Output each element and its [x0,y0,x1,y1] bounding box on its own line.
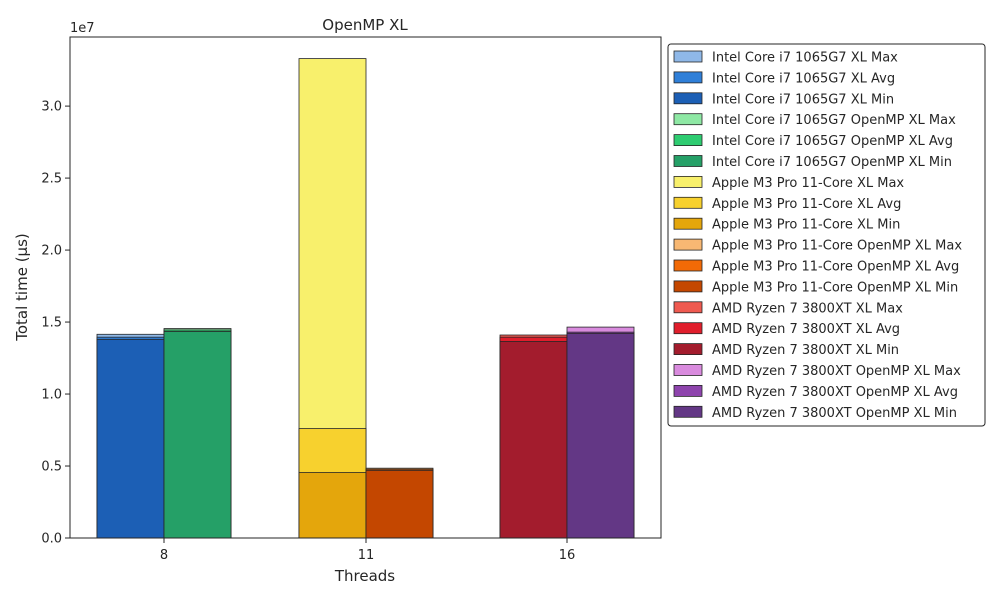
legend-swatch [673,343,703,356]
legend-entry: AMD Ryzen 7 3800XT OpenMP XL Max [673,364,961,379]
legend-label: Intel Core i7 1065G7 XL Avg [712,71,895,86]
legend-label: Intel Core i7 1065G7 XL Max [712,51,898,66]
legend-label: Intel Core i7 1065G7 OpenMP XL Avg [712,134,953,149]
legend-swatch [673,175,703,188]
legend-swatch [673,322,703,335]
x-ticks: 8 11 16 [160,538,575,563]
y-tick-label: 1.0 [41,388,62,403]
legend-entry: AMD Ryzen 7 3800XT XL Max [673,301,903,316]
legend-swatch [673,92,703,105]
legend-entry: Intel Core i7 1065G7 OpenMP XL Max [673,113,956,128]
y-tick-label: 2.5 [41,172,62,187]
y-scale-label: 1e7 [70,21,95,36]
legend-entry: Intel Core i7 1065G7 XL Avg [673,71,895,86]
legend-entry: Apple M3 Pro 11-Core OpenMP XL Avg [673,259,959,275]
legend-entry: Intel Core i7 1065G7 XL Max [673,50,898,66]
legend-swatch [673,113,703,126]
legend-frame [667,43,986,427]
y-axis-title: Total time (µs) [13,233,31,342]
legend-swatch [673,238,703,251]
bar-apple-m3-pro-11-core-xl-min [298,472,367,539]
legend-swatch [673,50,703,63]
legend-entry: AMD Ryzen 7 3800XT OpenMP XL Avg [673,384,958,400]
legend-entry: Intel Core i7 1065G7 OpenMP XL Min [673,155,952,170]
legend-label: Intel Core i7 1065G7 XL Min [712,92,894,107]
legend-swatch [673,280,703,293]
y-tick-label: 1.5 [41,316,62,331]
bar-intel-core-i7-1065g7-openmp-xl-min [163,331,232,539]
x-tick-label: 8 [160,548,168,563]
legend-label: Apple M3 Pro 11-Core XL Min [712,218,900,233]
x-tick-label: 11 [358,548,375,563]
legend-swatch [673,364,703,376]
legend-label: AMD Ryzen 7 3800XT OpenMP XL Avg [712,385,958,400]
legend-swatch [673,259,703,272]
legend-swatch [673,384,703,397]
legend-label: AMD Ryzen 7 3800XT OpenMP XL Max [712,364,961,379]
legend-entry: AMD Ryzen 7 3800XT OpenMP XL Min [673,405,957,421]
legend-entry: Intel Core i7 1065G7 OpenMP XL Avg [673,134,953,149]
legend-label: Intel Core i7 1065G7 OpenMP XL Max [712,113,956,128]
y-ticks: 0.0 0.5 1.0 1.5 2.0 2.5 3.0 [41,100,70,547]
bar-apple-m3-pro-11-core-openmp-xl-min [365,469,434,539]
chart-title: OpenMP XL [322,16,408,34]
legend-label: Apple M3 Pro 11-Core XL Max [712,176,904,191]
legend-entry: Intel Core i7 1065G7 XL Min [673,92,894,107]
bar-intel-core-i7-1065g7-xl-min [96,338,165,539]
legend-entry: Apple M3 Pro 11-Core OpenMP XL Max [673,238,962,254]
legend-label: Apple M3 Pro 11-Core OpenMP XL Avg [712,260,959,275]
legend-swatch [673,71,703,84]
legend-entry: AMD Ryzen 7 3800XT XL Min [673,343,899,358]
legend-label: Apple M3 Pro 11-Core OpenMP XL Min [712,280,958,295]
bar-amd-ryzen-7-3800xt-openmp-xl-min [566,333,635,539]
legend-label: AMD Ryzen 7 3800XT XL Avg [712,322,900,337]
legend-swatch [673,155,703,167]
x-tick-label: 16 [559,548,576,563]
legend: Intel Core i7 1065G7 XL Max Intel Core i7… [667,43,986,427]
y-tick-label: 2.0 [41,244,62,259]
y-tick-label: 0.0 [41,532,62,547]
legend-label: Apple M3 Pro 11-Core OpenMP XL Max [712,239,962,254]
legend-label: Intel Core i7 1065G7 OpenMP XL Min [712,155,952,170]
legend-entry: Apple M3 Pro 11-Core XL Min [673,217,900,233]
legend-label: AMD Ryzen 7 3800XT OpenMP XL Min [712,406,957,421]
legend-label: Apple M3 Pro 11-Core XL Avg [712,197,901,212]
x-axis-title: Threads [334,567,395,585]
legend-swatch [673,405,703,418]
legend-swatch [673,134,703,147]
legend-entry: Apple M3 Pro 11-Core XL Max [673,175,904,191]
y-tick-label: 0.5 [41,460,62,475]
legend-swatch [673,301,703,314]
bars-group [96,58,635,539]
legend-entry: AMD Ryzen 7 3800XT XL Avg [673,322,900,337]
legend-entry: Apple M3 Pro 11-Core XL Avg [673,196,901,212]
legend-label: AMD Ryzen 7 3800XT XL Min [712,343,899,358]
legend-label: AMD Ryzen 7 3800XT XL Max [712,301,903,316]
y-tick-label: 3.0 [41,100,62,115]
bar-amd-ryzen-7-3800xt-xl-min [499,341,568,539]
legend-swatch [673,217,703,230]
legend-entry: Apple M3 Pro 11-Core OpenMP XL Min [673,280,958,295]
legend-swatch [673,196,703,209]
